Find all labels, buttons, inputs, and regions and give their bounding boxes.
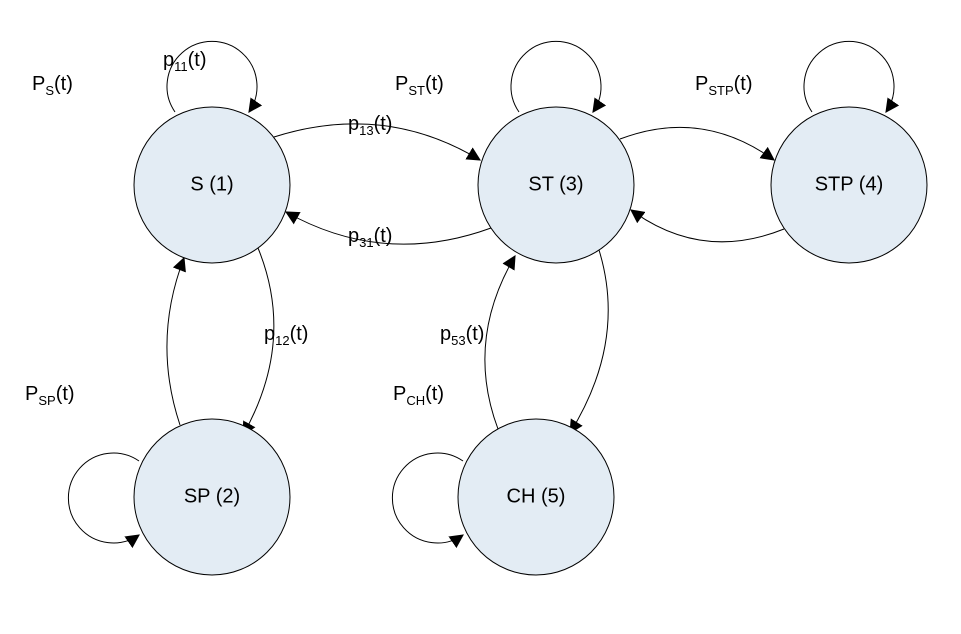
label-pch: PCH(t) (393, 383, 444, 408)
label-ps: PS(t) (32, 73, 73, 98)
node-st-label: ST (3) (528, 173, 583, 195)
label-p13: p13(t) (348, 113, 392, 138)
self-loop-stp (804, 41, 894, 112)
node-stp-label: STP (4) (815, 173, 884, 195)
node-s: S (1) (134, 107, 290, 263)
label-p31: p31(t) (348, 225, 392, 250)
self-loop-s (167, 41, 257, 112)
edge-stp-to-st (631, 210, 784, 242)
node-ch-label: CH (5) (507, 485, 566, 507)
label-pst: PST(t) (395, 73, 444, 98)
edge-st-to-stp (620, 127, 774, 160)
self-loop-sp (68, 453, 139, 543)
node-stp: STP (4) (771, 107, 927, 263)
edge-sp-to-s (167, 258, 184, 425)
label-p11: p11(t) (163, 49, 207, 74)
edge-ch-to-st (485, 256, 515, 429)
edge-st-to-ch (570, 250, 608, 433)
node-st: ST (3) (478, 107, 634, 263)
label-p53: p53(t) (440, 323, 484, 348)
node-ch: CH (5) (458, 419, 614, 575)
label-pstp: PSTP(t) (695, 73, 753, 98)
label-psp: PSP(t) (25, 383, 75, 408)
node-sp-label: SP (2) (184, 485, 240, 507)
node-s-label: S (1) (190, 173, 233, 195)
self-loop-ch (392, 453, 463, 543)
label-p12: p12(t) (264, 323, 308, 348)
node-sp: SP (2) (134, 419, 290, 575)
self-loop-st (511, 41, 601, 112)
